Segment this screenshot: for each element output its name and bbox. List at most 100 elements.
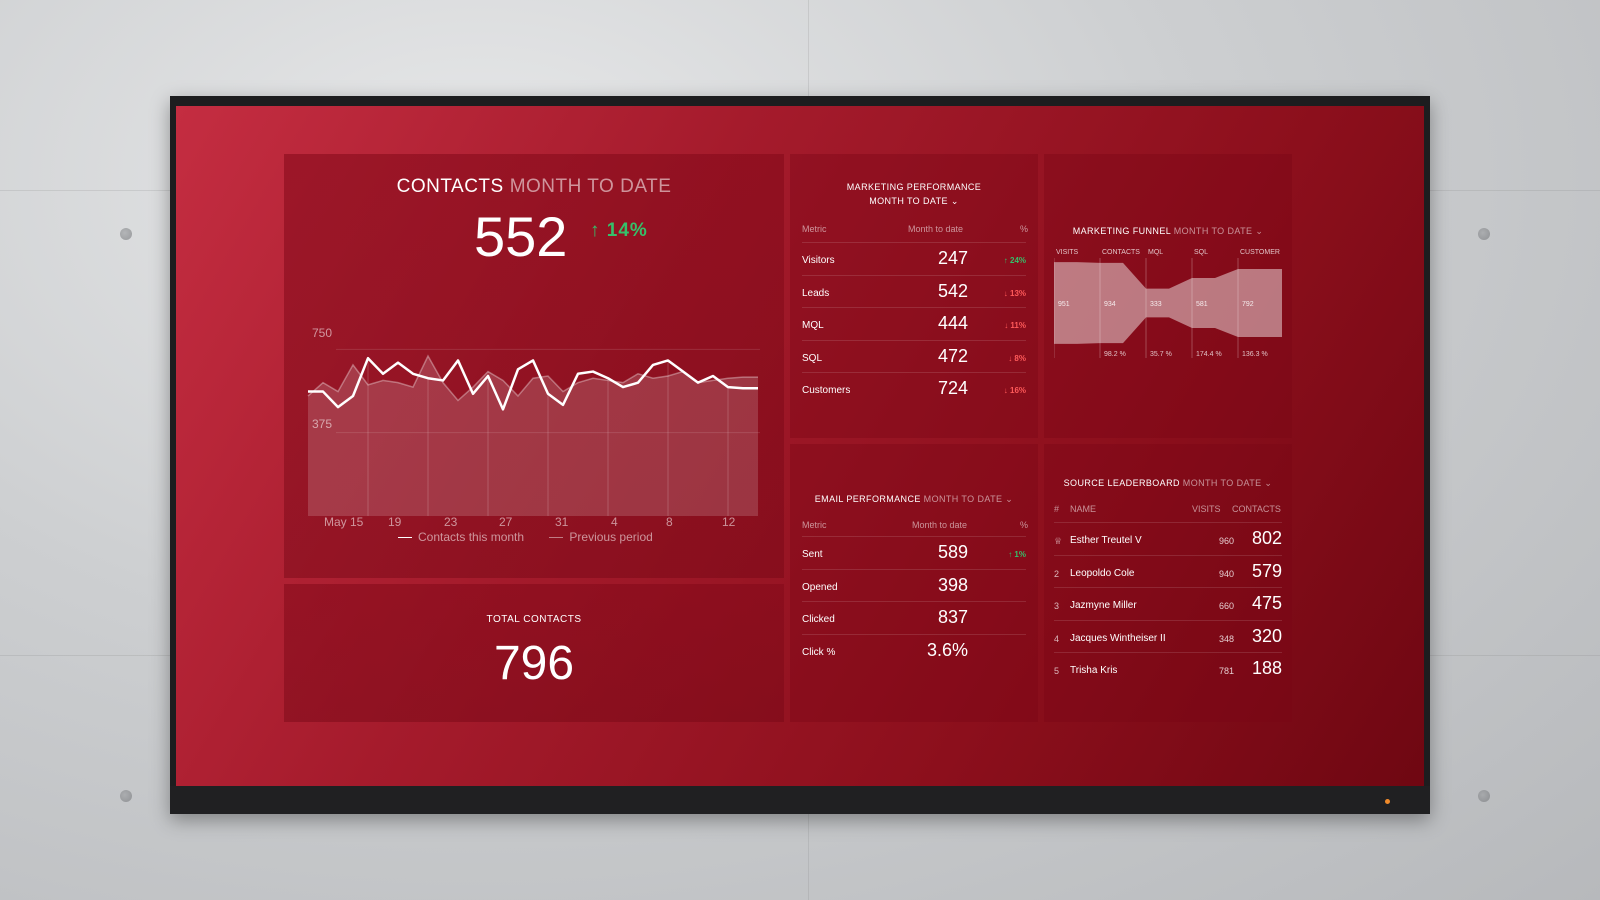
wall-bolt — [120, 790, 132, 802]
previous-period-area — [308, 356, 758, 516]
total-contacts-label: TOTAL CONTACTS — [486, 614, 582, 625]
metric-name: Sent — [802, 549, 823, 560]
metric-name: Visitors — [802, 255, 835, 266]
funnel-stage-label: VISITS — [1056, 249, 1079, 256]
contacts-line-chart — [307, 348, 760, 516]
leader-rank: 4 — [1054, 633, 1060, 644]
col-month-to-date: Month to date — [912, 520, 968, 530]
col-name: NAME — [1070, 504, 1097, 514]
leader-contacts: 475 — [1251, 593, 1282, 613]
leader-name: Esther Treutel V — [1070, 535, 1142, 546]
contacts-change: ↑ 14% — [590, 220, 648, 241]
contacts-value: 552 — [474, 205, 568, 268]
email-performance-header: EMAIL PERFORMANCE MONTH TO DATE ⌄ — [790, 494, 1038, 505]
table-row: Click % 3.6% — [802, 633, 1026, 667]
funnel-conversion-rate: 136.3 % — [1242, 351, 1268, 358]
x-tick-label: 27 — [499, 515, 513, 529]
funnel-stage-value: 581 — [1196, 301, 1208, 308]
table-row: Clicked 837 — [802, 601, 1026, 634]
metric-value: 398 — [937, 574, 968, 595]
source-leaderboard-header: SOURCE LEADERBOARD MONTH TO DATE ⌄ — [1044, 478, 1292, 489]
legend-previous-label: Previous period — [569, 530, 653, 544]
table-row: MQL 444 ↓ 11% — [802, 307, 1026, 340]
metric-change: ↓ 11% — [1004, 321, 1026, 330]
source-leaderboard-period[interactable]: MONTH TO DATE ⌄ — [1182, 478, 1273, 488]
wall-bolt — [1478, 228, 1490, 240]
metric-change: ↑ 24% — [1003, 256, 1026, 265]
funnel-stage-value: 333 — [1150, 301, 1162, 308]
metric-value: 3.6% — [926, 639, 968, 660]
metric-value: 444 — [937, 313, 968, 333]
leader-name: Trisha Kris — [1070, 665, 1118, 676]
x-tick-label: 31 — [555, 515, 569, 529]
table-row: ♕ Esther Treutel V 960 802 — [1054, 522, 1282, 555]
x-tick-label: 23 — [444, 515, 458, 529]
x-tick-label: 8 — [666, 515, 673, 529]
contacts-period: MONTH TO DATE — [509, 176, 672, 197]
funnel-conversion-rate: 174.4 % — [1196, 351, 1222, 358]
marketing-funnel-chart: VISITS CONTACTS MQL SQL CUSTOMER 951 934 333 581… — [1054, 249, 1282, 358]
table-row: Sent 589 ↑ 1% — [802, 536, 1026, 569]
metric-change: ↓ 13% — [1003, 288, 1026, 298]
funnel-conversion-rate: 98.2 % — [1104, 351, 1126, 358]
power-led — [1385, 799, 1390, 804]
metric-name: Clicked — [802, 614, 835, 625]
source-leaderboard-panel: SOURCE LEADERBOARD MONTH TO DATE ⌄ # NAM… — [1044, 444, 1292, 722]
table-row: Opened 398 — [802, 568, 1026, 602]
leader-visits: 348 — [1218, 633, 1234, 644]
leader-contacts: 188 — [1251, 658, 1282, 678]
marketing-performance-title: MARKETING PERFORMANCE — [846, 182, 982, 192]
marketing-performance-panel: MARKETING PERFORMANCE MONTH TO DATE ⌄ Me… — [790, 154, 1038, 438]
source-leaderboard-title: SOURCE LEADERBOARD — [1063, 478, 1180, 488]
col-month-to-date: Month to date — [908, 224, 964, 234]
metric-value: 247 — [937, 248, 968, 268]
contacts-title-label: CONTACTS — [396, 176, 504, 197]
total-contacts-value: 796 — [493, 637, 575, 690]
funnel-stage-label: SQL — [1194, 249, 1208, 256]
table-row: 5 Trisha Kris 781 188 — [1054, 652, 1282, 685]
metric-change: ↓ 16% — [1003, 386, 1026, 395]
email-performance-period[interactable]: MONTH TO DATE ⌄ — [923, 494, 1014, 504]
y-tick-750: 750 — [312, 326, 333, 340]
x-tick-label: 4 — [611, 515, 618, 529]
table-row: 2 Leopoldo Cole 940 579 — [1054, 554, 1282, 588]
col-pct: % — [1020, 520, 1029, 530]
contacts-this-month-line — [308, 356, 758, 411]
x-tick-label: 19 — [388, 515, 402, 529]
table-row: 4 Jacques Wintheiser II 348 320 — [1054, 619, 1282, 653]
metric-name: Customers — [802, 385, 851, 396]
wall-seam — [808, 0, 809, 96]
funnel-conversion-rate: 35.7 % — [1150, 351, 1172, 358]
metric-value: 724 — [937, 378, 968, 398]
leader-visits: 940 — [1218, 568, 1234, 579]
wall-bolt — [120, 228, 132, 240]
wall-seam — [808, 814, 809, 900]
marketing-funnel-panel: MARKETING FUNNEL MONTH TO DATE ⌄ VISITS C… — [1044, 154, 1292, 438]
table-row: 3 Jazmyne Miller 660 475 — [1054, 587, 1282, 620]
leader-rank: ♕ — [1054, 536, 1063, 546]
marketing-funnel-header: MARKETING FUNNEL MONTH TO DATE ⌄ — [1044, 226, 1292, 237]
marketing-funnel-period[interactable]: MONTH TO DATE ⌄ — [1173, 226, 1264, 236]
contacts-title: CONTACTS MONTH TO DATE — [284, 176, 784, 198]
funnel-stage-label: CUSTOMER — [1240, 249, 1280, 256]
leader-rank: 5 — [1054, 666, 1060, 676]
legend-current-label: Contacts this month — [418, 530, 525, 544]
email-performance-title: EMAIL PERFORMANCE — [814, 494, 921, 504]
funnel-stage-label: CONTACTS — [1102, 249, 1140, 256]
chart-legend: Contacts this month Previous period — [398, 530, 653, 544]
email-performance-panel: EMAIL PERFORMANCE MONTH TO DATE ⌄ Metric… — [790, 444, 1038, 722]
x-tick-label: May 15 — [324, 515, 364, 529]
metric-value: 837 — [937, 607, 968, 627]
leader-rank: 2 — [1054, 568, 1060, 579]
marketing-performance-period[interactable]: MONTH TO DATE ⌄ — [869, 196, 959, 206]
funnel-stage-value: 934 — [1104, 301, 1116, 308]
metric-name: Opened — [802, 581, 838, 593]
wall-bolt — [1478, 790, 1490, 802]
marketing-funnel-title: MARKETING FUNNEL — [1072, 226, 1171, 236]
metric-name: MQL — [802, 320, 824, 331]
leader-visits: 960 — [1218, 536, 1234, 546]
funnel-stage-value: 951 — [1058, 301, 1070, 308]
tv-bezel-bottom — [170, 786, 1430, 814]
